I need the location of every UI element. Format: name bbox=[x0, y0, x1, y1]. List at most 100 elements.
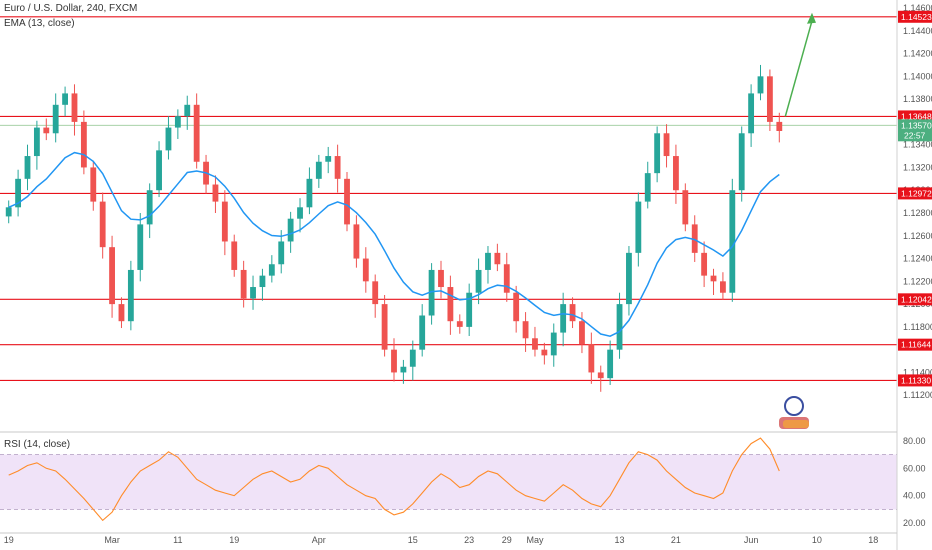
rsi-tick-label: 40.00 bbox=[903, 491, 926, 501]
candle-body bbox=[62, 93, 68, 105]
candle-body bbox=[231, 241, 238, 270]
symbol-title: Euro / U.S. Dollar, 240, FXCM bbox=[4, 3, 138, 14]
level-label-box bbox=[898, 293, 932, 306]
time-tick-label: 23 bbox=[464, 535, 474, 545]
forecast-arrowhead bbox=[807, 12, 816, 24]
candle-body bbox=[118, 304, 125, 322]
rsi-band bbox=[0, 454, 897, 510]
candle-body bbox=[409, 349, 416, 367]
candle-body bbox=[663, 133, 670, 157]
level-label-box bbox=[898, 187, 932, 200]
time-tick-label: Mar bbox=[104, 535, 120, 545]
candle-body bbox=[485, 252, 491, 270]
candle-body bbox=[127, 269, 134, 322]
price-tick-label: 1.11800 bbox=[903, 322, 932, 332]
candle-body bbox=[438, 269, 444, 288]
candle-body bbox=[287, 218, 294, 242]
candle-body bbox=[381, 304, 388, 350]
time-tick-label: Jun bbox=[744, 535, 759, 545]
candle-body bbox=[635, 201, 642, 253]
rsi-tick-label: 80.00 bbox=[903, 436, 926, 446]
level-label-box bbox=[898, 10, 932, 23]
time-tick-label: 19 bbox=[229, 535, 239, 545]
candle-body bbox=[268, 264, 275, 276]
price-tick-label: 1.14000 bbox=[903, 71, 932, 81]
level-label-box bbox=[898, 338, 932, 351]
time-tick-label: 11 bbox=[173, 535, 182, 545]
price-tick-label: 1.13400 bbox=[903, 140, 932, 150]
candle-body bbox=[532, 338, 538, 350]
price-tick-label: 1.12600 bbox=[903, 231, 932, 241]
time-tick-label: 15 bbox=[408, 535, 418, 545]
candle-body bbox=[626, 252, 632, 305]
level-label: 1.11330 bbox=[901, 375, 931, 385]
candle-body bbox=[560, 304, 567, 333]
price-tick-label: 1.12200 bbox=[903, 276, 932, 286]
candle-body bbox=[776, 121, 783, 131]
price-tick-label: 1.12400 bbox=[903, 254, 932, 264]
candle-body bbox=[691, 224, 698, 253]
candle-body bbox=[221, 201, 228, 242]
candle-body bbox=[306, 178, 313, 208]
time-tick-label: 19 bbox=[4, 535, 14, 545]
candle-body bbox=[334, 156, 341, 179]
candle-body bbox=[569, 304, 576, 322]
countdown-label: 22:57 bbox=[904, 130, 926, 140]
candle-body bbox=[43, 127, 50, 134]
candle-body bbox=[644, 173, 651, 202]
price-tick-label: 1.12800 bbox=[903, 208, 932, 218]
candle-body bbox=[522, 321, 529, 339]
horizontal-levels bbox=[0, 16, 897, 381]
candles bbox=[5, 64, 783, 392]
candle-body bbox=[748, 93, 755, 134]
time-tick-label: 13 bbox=[615, 535, 625, 545]
rsi-indicator-label[interactable]: RSI (14, close) bbox=[4, 439, 71, 450]
level-label: 1.13648 bbox=[901, 111, 932, 121]
level-label: 1.14523 bbox=[901, 12, 932, 22]
ema-indicator-label[interactable]: EMA (13, close) bbox=[4, 18, 75, 29]
candle-body bbox=[579, 321, 585, 344]
candle-body bbox=[466, 292, 473, 327]
candle-body bbox=[738, 133, 745, 191]
candle-body bbox=[24, 156, 31, 179]
watermark-badge bbox=[783, 420, 809, 428]
candle-body bbox=[720, 281, 726, 293]
candle-body bbox=[278, 241, 285, 265]
candle-body bbox=[710, 275, 717, 282]
rsi-line bbox=[8, 437, 780, 522]
time-tick-label: May bbox=[526, 535, 544, 545]
candle-body bbox=[165, 127, 172, 151]
candle-body bbox=[80, 121, 87, 168]
price-tick-label: 1.13800 bbox=[903, 94, 932, 104]
candle-body bbox=[99, 201, 106, 248]
rsi-pane bbox=[0, 454, 897, 510]
time-tick-label: 29 bbox=[502, 535, 512, 545]
candle-body bbox=[184, 104, 191, 117]
price-tick-label: 1.14400 bbox=[903, 26, 932, 36]
candle-body bbox=[400, 366, 407, 373]
candle-body bbox=[391, 349, 397, 373]
price-tick-label: 1.14600 bbox=[903, 3, 932, 13]
candle-body bbox=[766, 76, 773, 122]
ema-line bbox=[8, 151, 780, 337]
price-tick-label: 1.11400 bbox=[903, 367, 932, 377]
watermark-ring bbox=[784, 396, 804, 416]
candle-body bbox=[550, 332, 557, 356]
candle-body bbox=[325, 156, 332, 162]
forecast-arrow bbox=[784, 20, 813, 117]
candle-body bbox=[5, 207, 12, 217]
candle-body bbox=[297, 207, 303, 219]
candle-body bbox=[701, 252, 708, 276]
candle-body bbox=[146, 190, 153, 225]
candle-body bbox=[259, 275, 266, 288]
candle-body bbox=[71, 93, 78, 122]
price-tick-label: 1.13200 bbox=[903, 162, 932, 172]
candle-body bbox=[344, 178, 350, 225]
candle-body bbox=[419, 315, 426, 350]
rsi-axis: 80.00 60.00 40.00 20.00 bbox=[903, 436, 926, 528]
candle-body bbox=[503, 264, 510, 293]
candle-body bbox=[428, 269, 435, 316]
candle-body bbox=[541, 349, 548, 356]
